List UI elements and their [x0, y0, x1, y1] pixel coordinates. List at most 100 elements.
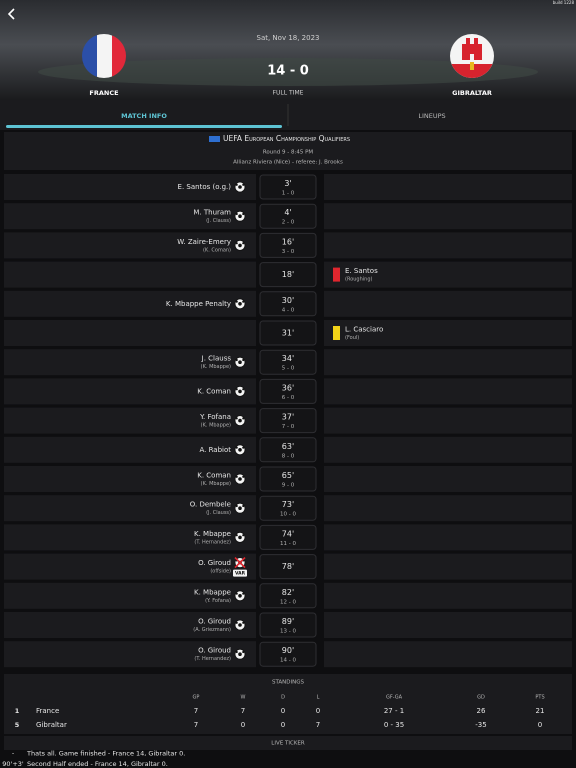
away-event-panel — [324, 495, 572, 522]
event-player[interactable]: K. Mbappe — [194, 530, 231, 538]
goal-icon-patch — [235, 183, 238, 186]
goal-icon-patch — [238, 506, 242, 511]
standings-team[interactable]: France — [36, 707, 59, 715]
event-detail: (K. Mbappe) — [201, 364, 231, 370]
event-player[interactable]: O. Giroud — [198, 647, 231, 655]
var-badge-label: VAR — [235, 571, 246, 577]
goal-icon-patch — [242, 446, 245, 449]
event-player[interactable]: K. Coman — [197, 472, 231, 480]
away-event-panel — [324, 641, 572, 668]
ticker-minute: - — [12, 750, 15, 758]
back-button[interactable] — [7, 8, 15, 20]
event-minute: 30' — [282, 296, 294, 305]
goal-icon-patch — [235, 446, 238, 449]
event-score: 5 - 0 — [282, 366, 295, 372]
away-event-panel — [324, 174, 572, 200]
standings-cell: 0 — [281, 707, 285, 715]
event-player[interactable]: K. Mbappe Penalty — [166, 300, 231, 308]
event-player[interactable]: K. Coman — [197, 387, 231, 395]
away-team[interactable]: GIBRALTAR — [452, 89, 492, 97]
minute-box — [259, 437, 317, 463]
minute-box — [259, 524, 317, 550]
standings-cell: 7 — [316, 721, 320, 729]
event-player[interactable]: Y. Fofana — [199, 413, 231, 421]
home-event-panel — [4, 524, 256, 551]
event-player[interactable]: A. Rabiot — [199, 446, 231, 454]
competition-panel — [4, 132, 572, 170]
away-event-panel — [324, 466, 572, 492]
event-player[interactable]: O. Giroud — [198, 559, 231, 567]
goal-icon-patch — [238, 243, 242, 248]
away-event-panel — [324, 582, 572, 609]
home-event-panel — [4, 320, 256, 346]
event-score: 10 - 0 — [280, 512, 296, 518]
event-minute: 65' — [282, 471, 294, 480]
standings-cell: 7 — [194, 707, 198, 715]
event-player[interactable]: K. Mbappe — [194, 588, 231, 596]
event-score: 11 - 0 — [280, 541, 296, 547]
goal-icon-patch — [242, 592, 245, 595]
minute-box — [259, 583, 317, 609]
minute-box — [259, 174, 317, 200]
match-score: 14 - 0 — [267, 64, 309, 79]
goal-icon-patch — [242, 212, 245, 216]
event-detail: (Foul) — [345, 335, 359, 341]
event-detail: (Y. Fofana) — [205, 598, 231, 604]
card-icon — [333, 267, 340, 282]
goal-icon-patch — [238, 185, 242, 189]
standings-cell: 0 - 35 — [384, 721, 404, 729]
home-team[interactable]: FRANCE — [89, 89, 118, 97]
event-minute: 31' — [282, 329, 294, 338]
minute-box — [259, 262, 317, 288]
home-event-panel — [4, 261, 256, 288]
ticker-minute: 90'+3' — [2, 760, 24, 768]
minute-box — [259, 641, 317, 667]
var-badge — [233, 569, 247, 577]
standings-column-header: L — [317, 695, 320, 701]
home-event-panel — [4, 436, 256, 463]
goal-icon-patch — [235, 417, 238, 420]
standings-rank: 1 — [15, 707, 20, 715]
standings-column-header: GD — [477, 695, 485, 701]
event-minute: 74' — [282, 529, 294, 538]
standings-cell: -35 — [475, 721, 486, 729]
event-minute: 82' — [282, 588, 294, 597]
standings-panel — [4, 674, 572, 734]
event-player[interactable]: M. Thuram — [193, 209, 231, 217]
event-player[interactable]: L. Casciaro — [345, 326, 383, 334]
tab-lineups[interactable]: LINEUPS — [418, 112, 445, 120]
event-minute: 34' — [282, 354, 294, 363]
goal-icon-patch — [235, 534, 238, 537]
minute-box — [259, 291, 317, 317]
home-event-panel — [4, 612, 256, 638]
event-player[interactable]: E. Santos (o.g.) — [178, 183, 232, 191]
standings-cell: 7 — [194, 721, 198, 729]
home-event-panel — [4, 290, 256, 317]
event-detail: (A. Griezmann) — [193, 627, 231, 633]
event-player[interactable]: O. Dembele — [190, 501, 231, 509]
event-player[interactable]: W. Zaire-Emery — [177, 238, 231, 246]
standings-column-header: D — [281, 695, 285, 701]
home-event-panel — [4, 466, 256, 492]
home-event-panel — [4, 407, 256, 434]
event-player[interactable]: J. Clauss — [201, 355, 232, 363]
standings-cell: 0 — [241, 721, 245, 729]
goal-icon-patch — [242, 388, 245, 391]
event-minute: 90' — [282, 646, 294, 655]
goal-icon-patch — [238, 360, 242, 365]
tab-match-info[interactable]: MATCH INFO — [121, 112, 167, 120]
competition-logo — [209, 136, 220, 142]
event-player[interactable]: O. Giroud — [198, 618, 231, 626]
away-event-panel — [324, 407, 572, 434]
standings-cell: 0 — [281, 721, 285, 729]
away-event-panel — [324, 349, 572, 376]
event-score: 12 - 0 — [280, 599, 296, 605]
standings-team[interactable]: Gibraltar — [36, 721, 67, 729]
goal-icon-patch — [242, 358, 245, 362]
minute-box — [259, 232, 317, 258]
standings-cell: 0 — [316, 707, 320, 715]
event-score: 14 - 0 — [280, 658, 296, 664]
event-minute: 3' — [284, 179, 291, 188]
event-player[interactable]: E. Santos — [345, 267, 378, 275]
